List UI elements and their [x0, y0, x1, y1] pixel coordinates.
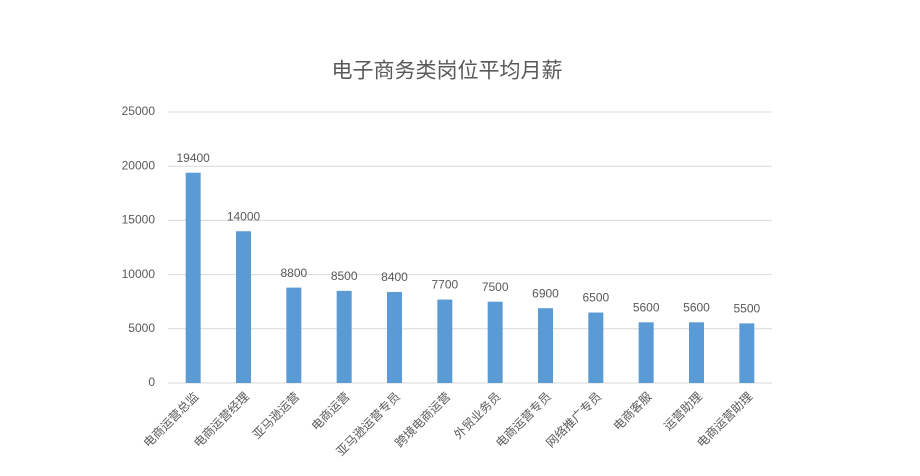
bar	[437, 299, 453, 383]
data-label: 6900	[532, 286, 559, 300]
data-label: 19400	[176, 151, 210, 165]
chart-title: 电子商务类岗位平均月薪	[332, 60, 563, 83]
bar	[588, 312, 604, 383]
bar	[689, 322, 704, 383]
y-tick-label: 20000	[122, 158, 156, 172]
bar	[236, 231, 251, 383]
x-tick-label: 电商客服	[610, 389, 655, 434]
y-tick-label: 10000	[122, 267, 156, 281]
data-label: 8500	[331, 269, 358, 283]
bar	[185, 172, 201, 383]
data-label: 14000	[227, 209, 261, 223]
x-tick-label: 运营助理	[661, 389, 705, 433]
y-tick-label: 5000	[128, 321, 155, 335]
data-label: 5600	[683, 300, 710, 314]
bar	[487, 301, 503, 383]
bar	[387, 291, 402, 383]
x-tick-label: 亚马逊运营	[250, 389, 302, 441]
y-tick-label: 25000	[122, 104, 156, 118]
y-tick-label: 15000	[122, 213, 156, 227]
data-label: 7500	[482, 280, 509, 294]
x-tick-label: 外贸业务员	[450, 389, 503, 442]
data-label: 7700	[431, 278, 458, 292]
bar	[538, 308, 553, 383]
bar	[336, 290, 352, 383]
data-label: 8800	[280, 266, 307, 280]
data-label: 5600	[633, 300, 660, 314]
data-label: 5500	[733, 302, 760, 316]
x-tick-label: 电商运营	[308, 389, 353, 434]
y-tick-label: 0	[148, 375, 155, 389]
data-label: 8400	[381, 270, 408, 284]
bar	[286, 287, 302, 383]
bar	[638, 322, 654, 383]
data-label: 6500	[582, 291, 609, 305]
bar	[739, 323, 755, 383]
